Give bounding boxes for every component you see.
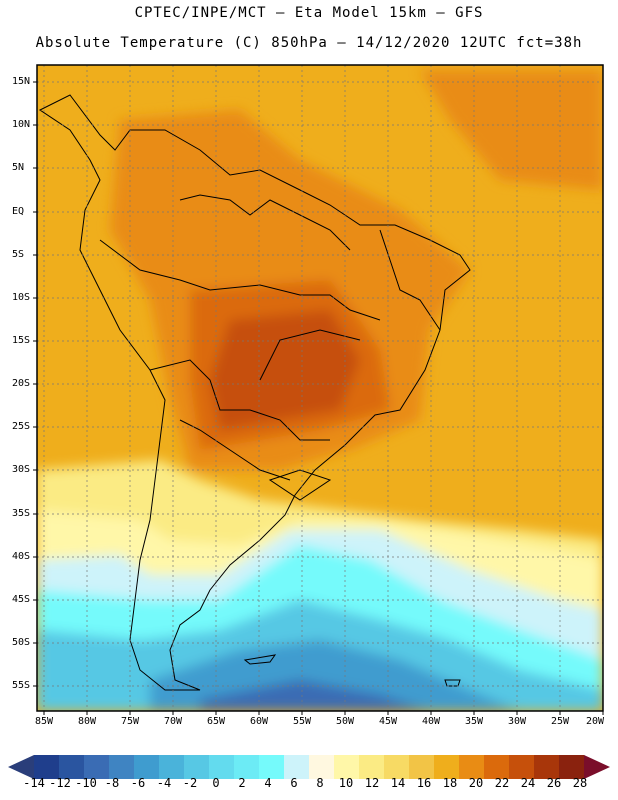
colorbar-cell [559, 755, 585, 779]
colorbar-label: 14 [390, 776, 406, 790]
colorbar-cell [84, 755, 110, 779]
colorbar-cell [159, 755, 185, 779]
colorbar-label: 28 [572, 776, 588, 790]
lat-label: 35S [12, 508, 31, 519]
lon-label: 40W [421, 716, 441, 727]
colorbar-cell [334, 755, 360, 779]
lat-label: 15N [12, 76, 31, 87]
colorbar-label: 20 [468, 776, 484, 790]
lat-label: 30S [12, 464, 31, 475]
graticule [37, 65, 604, 711]
colorbar-label: -14 [23, 776, 45, 790]
colorbar-cell [109, 755, 135, 779]
colorbar-cell [34, 755, 60, 779]
colorbar-label: 26 [546, 776, 562, 790]
colorbar-label: 8 [316, 776, 324, 790]
lon-label: 20W [585, 716, 605, 727]
lon-label: 75W [120, 716, 140, 727]
lon-label: 25W [550, 716, 570, 727]
colorbar-high-arrow [584, 755, 610, 779]
lat-label: 10N [12, 119, 31, 130]
colorbar-label: 12 [364, 776, 380, 790]
colorbar-cell [209, 755, 235, 779]
map-title: CPTEC/INPE/MCT – Eta Model 15km – GFS [134, 5, 484, 21]
lon-label: 85W [34, 716, 54, 727]
colorbar-label: 10 [338, 776, 354, 790]
colorbar-cell [359, 755, 385, 779]
lon-label: 60W [249, 716, 269, 727]
colorbar-cell [309, 755, 335, 779]
lon-label: 65W [206, 716, 226, 727]
axis-ticks [33, 81, 604, 715]
colorbar-cell [234, 755, 260, 779]
lat-label: 25S [12, 421, 31, 432]
lon-label: 50W [335, 716, 355, 727]
lat-label: 5S [12, 249, 25, 260]
colorbar-cell [484, 755, 510, 779]
lat-label: 20S [12, 378, 31, 389]
colorbar-cell [59, 755, 85, 779]
colorbar-low-arrow [8, 755, 34, 779]
colorbar-cell [459, 755, 485, 779]
colorbar-label: 2 [238, 776, 246, 790]
coastlines [39, 94, 471, 691]
colorbar-cell [509, 755, 535, 779]
lon-label: 70W [163, 716, 183, 727]
colorbar-cell [134, 755, 160, 779]
map-frame [36, 64, 604, 712]
colorbar-cell [409, 755, 435, 779]
colorbar [8, 755, 610, 779]
colorbar-label: -2 [182, 776, 198, 790]
colorbar-label: 22 [494, 776, 510, 790]
colorbar-label: 24 [520, 776, 536, 790]
colorbar-label: 16 [416, 776, 432, 790]
colorbar-cell [384, 755, 410, 779]
map-subtitle: Absolute Temperature (C) 850hPa – 14/12/… [35, 35, 583, 51]
lon-label: 55W [292, 716, 312, 727]
lat-label: 55S [12, 680, 31, 691]
lat-label: 50S [12, 637, 31, 648]
colorbar-label: 18 [442, 776, 458, 790]
colorbar-label: 4 [264, 776, 272, 790]
colorbar-label: -12 [49, 776, 71, 790]
lon-label: 30W [507, 716, 527, 727]
colorbar-cell [259, 755, 285, 779]
temperature-field [37, 65, 603, 711]
colorbar-cell [184, 755, 210, 779]
colorbar-cell [284, 755, 310, 779]
lat-label: 45S [12, 594, 31, 605]
lat-label: EQ [12, 206, 25, 217]
colorbar-label: -10 [75, 776, 97, 790]
colorbar-cell [434, 755, 460, 779]
colorbar-cell [534, 755, 560, 779]
lon-label: 45W [378, 716, 398, 727]
lat-label: 40S [12, 551, 31, 562]
colorbar-label: -8 [104, 776, 120, 790]
colorbar-label: -4 [156, 776, 172, 790]
colorbar-label: 6 [290, 776, 298, 790]
lat-label: 10S [12, 292, 31, 303]
lat-label: 15S [12, 335, 31, 346]
lat-label: 5N [12, 162, 25, 173]
lon-label: 80W [77, 716, 97, 727]
colorbar-label: -6 [130, 776, 146, 790]
colorbar-label: 0 [212, 776, 220, 790]
lon-label: 35W [464, 716, 484, 727]
